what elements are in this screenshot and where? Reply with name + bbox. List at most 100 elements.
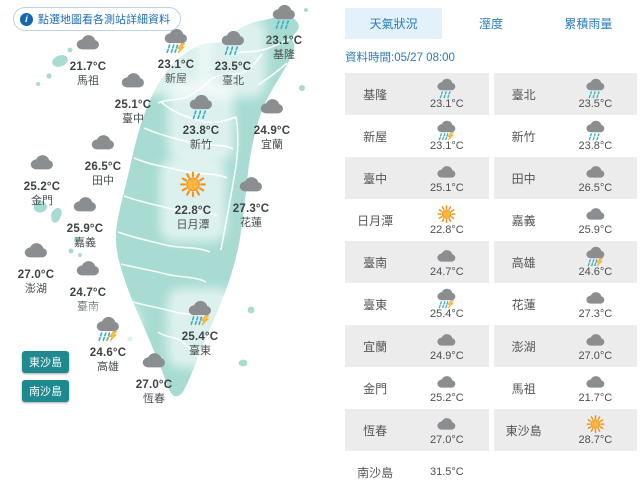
obs-cell[interactable]: 基隆 23.1°C (345, 73, 489, 115)
map-station[interactable]: 24.7°C 臺南 (56, 256, 120, 313)
cloudy-icon (437, 166, 456, 178)
station-name: 臺中 (122, 112, 144, 125)
map-station[interactable]: 23.1°C 基隆 (252, 4, 316, 61)
station-temp: 25.1°C (429, 182, 464, 194)
station-name: 日月潭 (357, 213, 394, 228)
cloudy-icon (260, 99, 283, 114)
obs-cell[interactable]: 日月潭 22.8°C (345, 199, 489, 241)
obs-cell[interactable]: 田中 26.5°C (493, 157, 637, 199)
obs-cell[interactable]: 宜蘭 24.9°C (345, 325, 489, 367)
obs-cell-empty (494, 451, 638, 487)
map-station[interactable]: 25.9°C 嘉義 (53, 192, 117, 249)
observation-table: 基隆 23.1°C 臺北 23.5°C 新屋 23.1°C 新竹 23.8°C 臺中 25.1°C… (345, 73, 637, 487)
obs-cell[interactable]: 東沙島 28.7°C (493, 409, 637, 451)
cloudy-icon (586, 376, 605, 388)
rain-icon (586, 78, 605, 99)
station-name: 金門 (363, 381, 388, 396)
station-name: 基隆 (273, 48, 295, 61)
station-name: 馬祖 (511, 381, 536, 396)
station-name: 新竹 (511, 129, 536, 144)
cloudy-icon (121, 73, 144, 88)
sunny-icon (437, 205, 456, 224)
station-temp: 25.4°C (181, 330, 219, 343)
station-name: 臺南 (77, 300, 99, 313)
obs-cell[interactable]: 南沙島 31.5°C (345, 451, 489, 487)
map-station[interactable]: 25.2°C 金門 (10, 150, 74, 207)
map-station[interactable]: 21.7°C 馬祖 (56, 30, 120, 87)
cloudy-icon (586, 166, 605, 178)
station-temp: 25.4°C (429, 308, 464, 320)
obs-cell[interactable]: 金門 25.2°C (345, 367, 489, 409)
cloudy-icon (239, 177, 262, 192)
map-panel: i 點選地圖看各測站詳細資料 (4, 4, 316, 405)
map-station[interactable]: 27.0°C 澎湖 (4, 238, 68, 295)
obs-row: 宜蘭 24.9°C 澎湖 27.0°C (345, 325, 637, 367)
map-station[interactable]: 25.1°C 臺中 (101, 68, 165, 125)
station-name: 臺北 (511, 87, 536, 102)
rain-icon (272, 4, 295, 30)
map-station[interactable]: 23.1°C 新屋 (144, 22, 208, 90)
station-name: 嘉義 (511, 213, 536, 228)
map-station[interactable]: 27.3°C 花蓮 (219, 172, 283, 229)
station-name: 臺東 (363, 297, 388, 312)
obs-cell[interactable]: 花蓮 27.3°C (494, 283, 638, 325)
station-temp: 24.6°C (578, 266, 613, 278)
station-name: 東沙島 (505, 423, 542, 438)
station-temp: 24.9°C (429, 350, 464, 362)
station-temp: 27.3°C (578, 308, 613, 320)
cloudy-icon (437, 250, 456, 262)
island-button-dongsha[interactable]: 東沙島 (22, 351, 69, 373)
obs-row: 臺中 25.1°C 田中 26.5°C (345, 157, 637, 199)
obs-cell[interactable]: 澎湖 27.0°C (493, 325, 637, 367)
obs-cell[interactable]: 臺南 24.7°C (345, 241, 489, 283)
cloudy-icon (437, 376, 456, 388)
thunder-rain-icon (96, 316, 119, 342)
station-temp: 21.7°C (69, 60, 107, 73)
island-button-nansha[interactable]: 南沙島 (22, 380, 69, 402)
tab-humidity[interactable]: 溼度 (478, 17, 503, 31)
station-name: 田中 (511, 171, 536, 186)
station-name: 臺北 (222, 74, 244, 87)
map-station[interactable]: 23.5°C 臺北 (201, 24, 265, 92)
cloudy-icon (30, 155, 53, 170)
station-temp: 27.0°C (17, 268, 55, 281)
station-name: 南沙島 (357, 465, 394, 480)
island-button-group: 東沙島 南沙島 (22, 351, 69, 402)
obs-cell[interactable]: 臺中 25.1°C (345, 157, 489, 199)
obs-cell[interactable]: 新屋 23.1°C (345, 115, 489, 157)
cloudy-icon (586, 292, 605, 304)
rain-icon (221, 30, 244, 56)
map-station[interactable]: 25.4°C 臺東 (168, 294, 232, 362)
map-station[interactable]: 23.8°C 新竹 (169, 88, 233, 156)
obs-cell[interactable]: 臺東 25.4°C (345, 283, 489, 325)
map-station[interactable]: 27.0°C 恆春 (122, 348, 186, 405)
obs-row: 基隆 23.1°C 臺北 23.5°C (345, 73, 637, 115)
obs-cell[interactable]: 嘉義 25.9°C (494, 199, 638, 241)
obs-cell[interactable]: 恆春 27.0°C (345, 409, 489, 451)
station-name: 澎湖 (25, 282, 47, 295)
station-name: 田中 (92, 174, 114, 187)
tab-weather[interactable]: 天氣狀況 (345, 8, 443, 39)
tab-rainfall[interactable]: 累積雨量 (564, 17, 613, 31)
obs-row: 臺南 24.7°C 高雄 24.6°C (345, 241, 637, 283)
map-station[interactable]: 22.8°C 日月潭 (161, 164, 225, 236)
station-temp: 28.7°C (578, 434, 613, 446)
map-station[interactable]: 24.6°C 高雄 (76, 310, 140, 378)
obs-cell[interactable]: 馬祖 21.7°C (494, 367, 638, 409)
station-temp: 23.8°C (182, 124, 220, 137)
station-temp: 25.2°C (429, 392, 464, 404)
cloudy-icon (437, 418, 456, 430)
obs-cell[interactable]: 臺北 23.5°C (493, 73, 637, 115)
map-station[interactable]: 26.5°C 田中 (71, 130, 135, 187)
station-name: 新屋 (363, 129, 388, 144)
station-temp: 27.0°C (135, 378, 173, 391)
station-name: 新竹 (190, 138, 212, 151)
station-temp: 27.0°C (429, 434, 464, 446)
sunny-icon (586, 415, 605, 434)
station-temp: 25.9°C (578, 224, 613, 236)
obs-cell[interactable]: 新竹 23.8°C (494, 115, 638, 157)
obs-cell[interactable]: 高雄 24.6°C (493, 241, 637, 283)
station-name: 高雄 (511, 255, 536, 270)
station-name: 宜蘭 (261, 138, 283, 151)
map-station[interactable]: 24.9°C 宜蘭 (240, 94, 304, 151)
